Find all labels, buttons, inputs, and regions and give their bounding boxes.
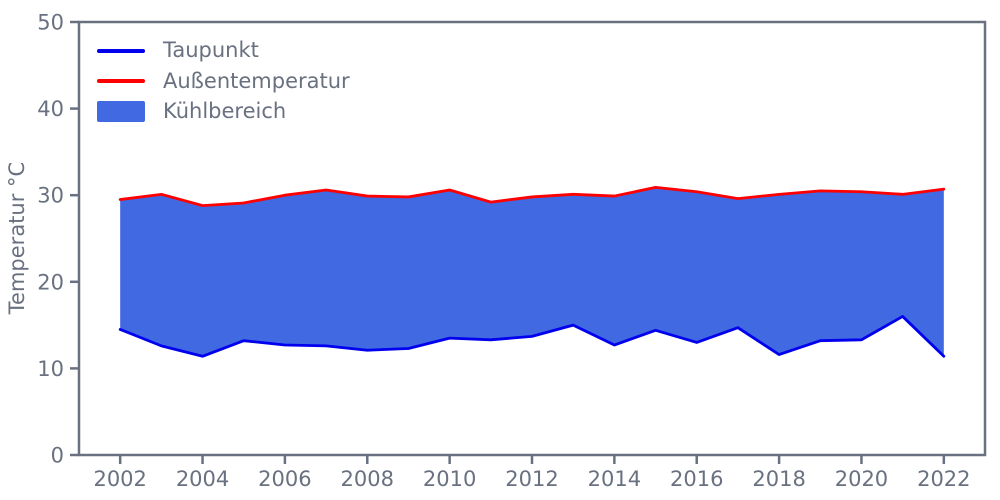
plot-area: 2002 2004 2006 2008 2010 2012 2014 2016 2018 2020… <box>37 11 987 491</box>
y-tick-label: 0 <box>51 444 64 468</box>
x-tick-label: 2014 <box>588 467 641 491</box>
x-tick-label: 2012 <box>505 467 558 491</box>
x-tick-label: 2006 <box>258 467 311 491</box>
legend-item-taupunkt: Taupunkt <box>97 40 350 61</box>
kuehlbereich-area <box>120 187 944 357</box>
legend-label-aussentemperatur: Außentemperatur <box>163 68 350 93</box>
y-tick-label: 40 <box>37 97 64 121</box>
x-tick-label: 2010 <box>423 467 476 491</box>
aussentemperatur-line <box>118 186 946 207</box>
x-tick-label: 2020 <box>835 467 888 491</box>
x-tick-label: 2004 <box>176 467 229 491</box>
y-tick-label: 30 <box>37 184 64 208</box>
y-tick-label: 50 <box>37 11 64 35</box>
aussentemperatur-line-swatch <box>97 79 145 83</box>
legend-label-taupunkt: Taupunkt <box>163 38 259 62</box>
x-tick-label: 2008 <box>341 467 394 491</box>
y-tick-label: 20 <box>37 270 64 294</box>
y-axis-label: Temperatur °C <box>5 162 29 315</box>
x-tick-label: 2018 <box>752 467 805 491</box>
taupunkt-line <box>118 315 946 358</box>
legend-label-kuehlbereich: Kühlbereich <box>163 99 287 123</box>
y-tick-label: 10 <box>37 357 64 381</box>
legend-item-kuehlbereich: Kühlbereich <box>97 101 350 122</box>
legend-item-aussentemperatur: Außentemperatur <box>97 68 350 93</box>
x-tick-label: 2002 <box>93 467 146 491</box>
taupunkt-line-swatch <box>97 48 145 53</box>
kuehlbereich-patch-swatch <box>97 101 145 122</box>
x-tick-label: 2016 <box>670 467 723 491</box>
x-tick-label: 2022 <box>917 467 970 491</box>
legend: Taupunkt Außentemperatur Kühlbereich <box>97 40 350 122</box>
